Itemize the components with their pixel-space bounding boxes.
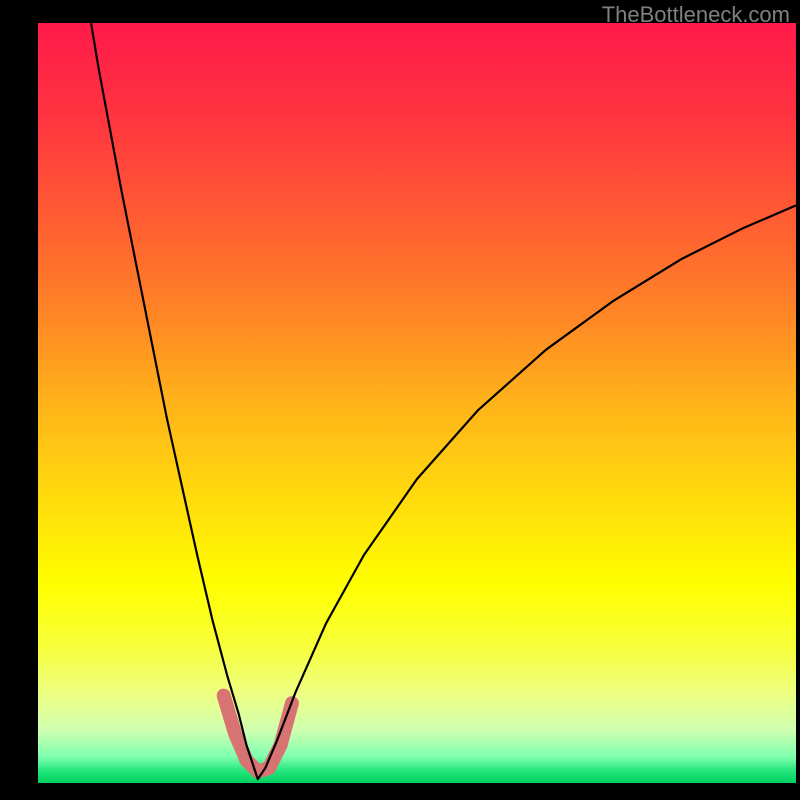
chart-frame: TheBottleneck.com [0, 0, 800, 800]
gradient-background [38, 23, 796, 783]
bottleneck-chart-svg [38, 23, 796, 783]
plot-area [38, 23, 796, 783]
watermark-text: TheBottleneck.com [602, 2, 790, 28]
